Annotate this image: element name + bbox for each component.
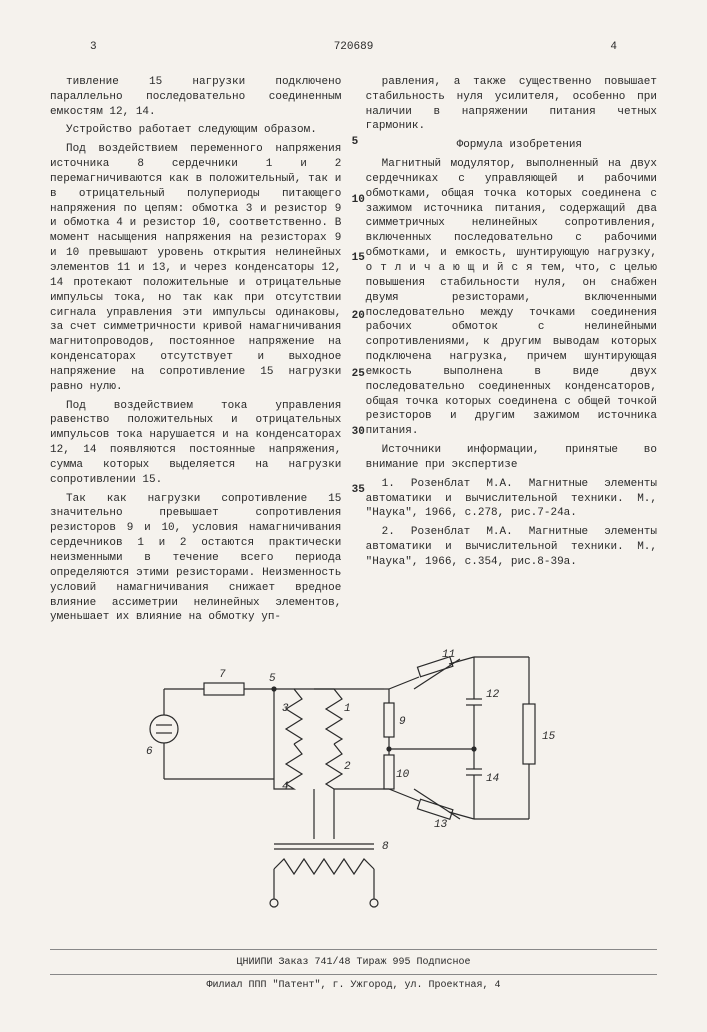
line-marker: 30	[352, 425, 365, 440]
para: Так как нагрузки сопротивление 15 значит…	[50, 492, 341, 626]
footer-order: ЦНИИПИ Заказ 741/48 Тираж 995 Подписное	[50, 956, 657, 970]
para: равления, а также существенно повышает с…	[366, 75, 657, 134]
footer: ЦНИИПИ Заказ 741/48 Тираж 995 Подписное …	[50, 949, 657, 992]
line-marker: 15	[352, 251, 365, 266]
fig-label: 11	[442, 649, 455, 661]
patent-number: 720689	[334, 40, 374, 55]
left-column: тивление 15 нагрузки подключено параллел…	[50, 75, 341, 629]
footer-branch: Филиал ППП "Патент", г. Ужгород, ул. Про…	[50, 974, 657, 993]
para: Устройство работает следующим образом.	[50, 123, 341, 138]
fig-label: 5	[269, 673, 276, 685]
fig-label: 14	[486, 773, 499, 785]
fig-label: 7	[219, 669, 226, 681]
fig-label: 1	[344, 703, 351, 715]
page-num-right: 4	[610, 40, 617, 55]
line-marker: 10	[352, 193, 365, 208]
sources-title: Источники информации, принятые во вниман…	[366, 443, 657, 473]
fig-label: 12	[486, 689, 500, 701]
para: Магнитный модулятор, выполненный на двух…	[366, 157, 657, 439]
page-header: 3 720689 4	[50, 40, 657, 55]
source-ref: 1. Розенблат М.А. Магнитные элементы авт…	[366, 477, 657, 522]
line-marker: 20	[352, 309, 365, 324]
page-num-left: 3	[90, 40, 97, 55]
fig-label: 4	[282, 781, 289, 793]
fig-label: 2	[344, 761, 351, 773]
fig-label: 8	[382, 841, 389, 853]
right-column: 5 10 15 20 25 30 35 равления, а также су…	[366, 75, 657, 629]
fig-label: 3	[282, 703, 289, 715]
para: Под воздействием переменного напряжения …	[50, 142, 341, 394]
line-marker: 25	[352, 367, 365, 382]
text-columns: тивление 15 нагрузки подключено параллел…	[50, 75, 657, 629]
fig-label: 10	[396, 769, 410, 781]
fig-label: 15	[542, 731, 556, 743]
line-marker: 5	[352, 135, 359, 150]
line-marker: 35	[352, 483, 365, 498]
para: тивление 15 нагрузки подключено параллел…	[50, 75, 341, 120]
para: Под воздействием тока управления равенст…	[50, 399, 341, 488]
fig-label: 13	[434, 819, 448, 831]
circuit-diagram: 6 7 5 1 3 2 4 9	[134, 649, 574, 929]
fig-label: 9	[399, 716, 406, 728]
source-ref: 2. Розенблат М.А. Магнитные элементы авт…	[366, 525, 657, 570]
formula-title: Формула изобретения	[366, 138, 657, 153]
fig-label: 6	[146, 746, 153, 758]
